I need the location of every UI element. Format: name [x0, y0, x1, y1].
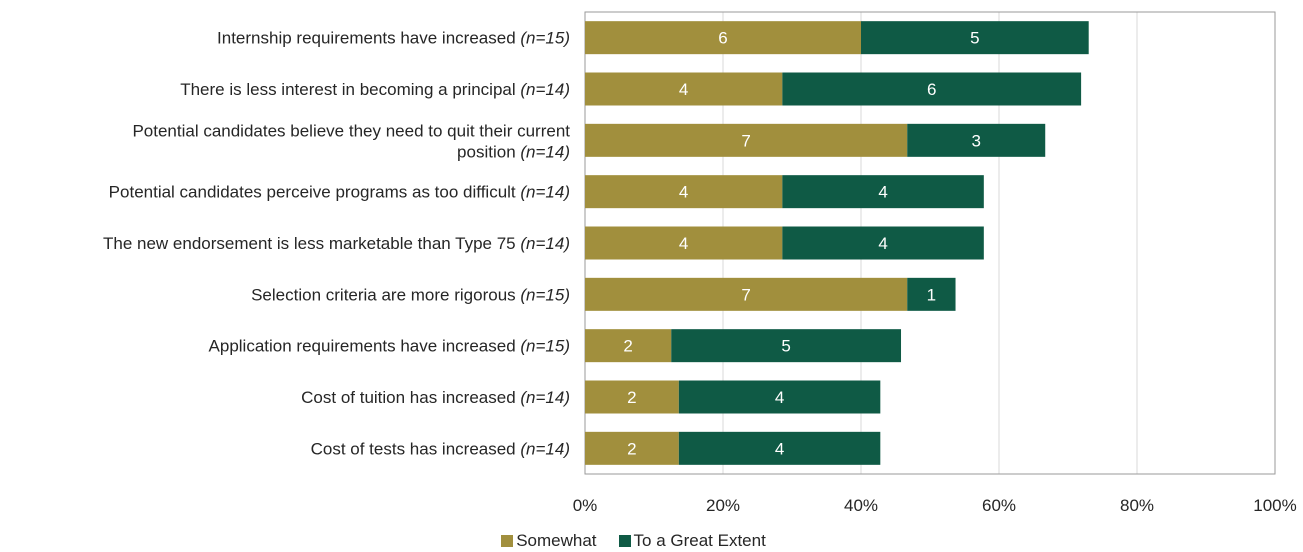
category-label: Application requirements have increased … — [209, 337, 570, 356]
bar-great-extent — [907, 123, 1046, 157]
legend-label-somewhat: Somewhat — [516, 531, 597, 550]
bar-data-label: 7 — [741, 131, 750, 150]
bar-data-label: 4 — [775, 388, 784, 407]
bar-data-label: 4 — [679, 80, 688, 99]
x-axis-ticks: 0% 20% 40% 60% 80% 100% — [573, 496, 1297, 515]
bar-data-label: 6 — [927, 80, 936, 99]
bar-data-label: 3 — [971, 131, 980, 150]
bar-great-extent — [678, 380, 881, 414]
bar-data-label: 1 — [927, 285, 936, 304]
bar-great-extent — [782, 175, 984, 209]
bar-somewhat — [585, 123, 908, 157]
bar-data-label: 4 — [679, 183, 688, 202]
legend-item-great-extent: To a Great Extent — [618, 531, 766, 551]
category-label: There is less interest in becoming a pri… — [180, 80, 570, 99]
x-tick-label: 0% — [573, 496, 598, 515]
legend-item-somewhat: Somewhat — [501, 531, 597, 551]
bar-great-extent — [678, 431, 881, 465]
bar-great-extent — [782, 72, 1082, 106]
category-label: Potential candidates perceive programs a… — [109, 183, 570, 202]
category-label: Cost of tuition has increased (n=14) — [301, 388, 570, 407]
category-label: Selection criteria are more rigorous (n=… — [251, 285, 570, 304]
bar-data-label: 2 — [627, 388, 636, 407]
bar-somewhat — [585, 226, 783, 260]
bar-somewhat — [585, 277, 908, 311]
category-label: Potential candidates believe they need t… — [132, 121, 570, 140]
x-tick-label: 20% — [706, 496, 740, 515]
legend-swatch-great-extent — [618, 535, 631, 547]
bars: 6 5 4 6 7 3 4 4 4 4 7 1 2 5 2 4 2 4 — [585, 21, 1089, 465]
bar-great-extent — [907, 277, 956, 311]
x-tick-label: 40% — [844, 496, 878, 515]
bar-data-label: 4 — [878, 183, 887, 202]
legend-swatch-somewhat — [501, 535, 514, 547]
bar-data-label: 5 — [781, 337, 790, 356]
bar-somewhat — [585, 175, 783, 209]
bar-data-label: 4 — [878, 234, 887, 253]
bar-data-label: 2 — [627, 439, 636, 458]
bar-great-extent — [861, 21, 1089, 55]
x-tick-label: 60% — [982, 496, 1016, 515]
bar-data-label: 4 — [679, 234, 688, 253]
legend: Somewhat To a Great Extent — [0, 530, 1285, 552]
x-tick-label: 80% — [1120, 496, 1154, 515]
bar-data-label: 4 — [775, 439, 784, 458]
category-labels: Internship requirements have increased (… — [103, 29, 570, 459]
bar-somewhat — [585, 431, 679, 465]
category-label: position (n=14) — [457, 142, 570, 161]
bar-somewhat — [585, 21, 861, 55]
bar-somewhat — [585, 329, 672, 363]
bar-data-label: 6 — [718, 29, 727, 48]
chart: 6 5 4 6 7 3 4 4 4 4 7 1 2 5 2 4 2 4 Internship requiremen… — [103, 11, 1297, 515]
category-label: Internship requirements have increased (… — [217, 29, 570, 48]
category-label: Cost of tests has increased (n=14) — [311, 439, 570, 458]
legend-label-great-extent: To a Great Extent — [633, 531, 766, 550]
bar-great-extent — [671, 329, 902, 363]
bar-data-label: 5 — [970, 29, 979, 48]
bar-data-label: 7 — [741, 285, 750, 304]
category-label: The new endorsement is less marketable t… — [103, 234, 570, 253]
bar-somewhat — [585, 380, 679, 414]
bar-great-extent — [782, 226, 984, 260]
bar-somewhat — [585, 72, 783, 106]
bar-data-label: 2 — [623, 337, 632, 356]
x-tick-label: 100% — [1253, 496, 1296, 515]
